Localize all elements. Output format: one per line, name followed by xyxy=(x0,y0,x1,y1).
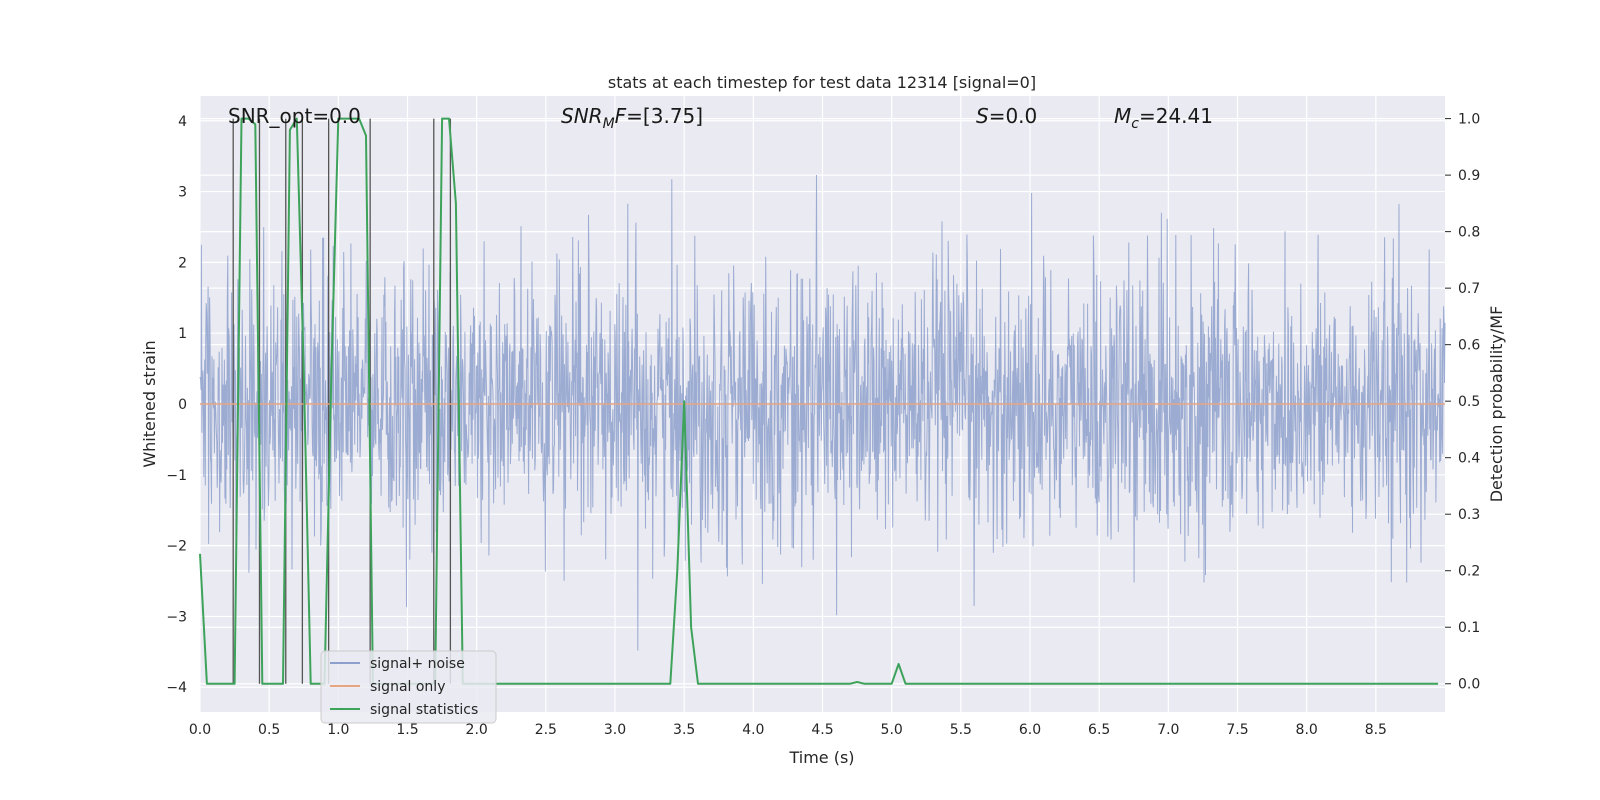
annotation-s: S=0.0 xyxy=(976,104,1037,128)
annotation-snr-mf-name: SNR xyxy=(561,104,603,128)
y-right-tick-label: 0.3 xyxy=(1458,507,1480,523)
legend-label-signal-statistics: signal statistics xyxy=(370,702,478,718)
x-tick-label: 6.5 xyxy=(1088,722,1110,738)
x-tick-label: 5.5 xyxy=(950,722,972,738)
y-right-axis-ticks: 1.0 0.9 0.8 0.7 0.6 0.5 0.4 0.3 0.2 0.1 0.0 xyxy=(1445,112,1480,693)
x-tick-label: 4.0 xyxy=(742,722,764,738)
y-right-tick-label: 0.4 xyxy=(1458,451,1480,467)
y-right-axis-label: Detection probability/MF xyxy=(1487,306,1506,503)
y-left-tick-label: 3 xyxy=(178,185,187,201)
annotation-mc: Mc=24.41 xyxy=(1114,104,1213,132)
legend-box xyxy=(320,650,497,724)
y-right-tick-label: 0.1 xyxy=(1458,620,1480,636)
legend-label-signal-only: signal only xyxy=(370,679,445,695)
y-left-tick-label: −4 xyxy=(166,680,187,696)
x-tick-label: 3.0 xyxy=(604,722,626,738)
legend: signal+ noise signal only signal statist… xyxy=(320,650,497,724)
x-tick-label: 7.0 xyxy=(1157,722,1179,738)
y-right-tick-label: 0.0 xyxy=(1458,677,1480,693)
annotation-snr-mf-f: F xyxy=(615,104,627,128)
x-tick-label: 4.5 xyxy=(811,722,833,738)
y-left-axis-ticks: 4 3 2 1 0 −1 −2 −3 −4 xyxy=(166,114,187,696)
annotation-snr-mf-sub: M xyxy=(603,116,615,132)
x-tick-label: 3.5 xyxy=(673,722,695,738)
x-tick-label: 8.0 xyxy=(1296,722,1318,738)
annotation-snr-mf: SNRMF=[3.75] xyxy=(561,104,703,132)
annotation-s-value: =0.0 xyxy=(989,104,1038,128)
annotation-s-name: S xyxy=(976,104,989,128)
x-tick-label: 1.5 xyxy=(396,722,418,738)
y-left-tick-label: 1 xyxy=(178,326,187,342)
x-axis-label: Time (s) xyxy=(788,748,854,767)
series-signal-noise xyxy=(199,174,1446,651)
y-left-tick-label: 0 xyxy=(178,397,187,413)
x-tick-label: 6.0 xyxy=(1019,722,1041,738)
legend-label-signal-noise: signal+ noise xyxy=(370,656,465,672)
y-left-tick-label: 4 xyxy=(178,114,187,130)
y-left-tick-label: −1 xyxy=(166,468,187,484)
y-right-tick-label: 0.5 xyxy=(1458,394,1480,410)
annotation-snr-mf-value: =[3.75] xyxy=(626,104,703,128)
annotations: SNR_opt=0.0 SNRMF=[3.75] S=0.0 Mc=24.41 xyxy=(228,104,1213,132)
noise-line xyxy=(199,174,1446,651)
y-left-tick-label: −3 xyxy=(166,609,187,625)
y-right-tick-label: 1.0 xyxy=(1458,112,1480,128)
annotation-mc-sub: c xyxy=(1131,116,1139,132)
annotation-mc-name: M xyxy=(1114,104,1131,128)
x-tick-label: 0.5 xyxy=(258,722,280,738)
y-right-tick-label: 0.6 xyxy=(1458,338,1480,354)
x-tick-label: 2.0 xyxy=(466,722,488,738)
annotation-snr-opt: SNR_opt=0.0 xyxy=(228,104,361,128)
annotation-mc-value: =24.41 xyxy=(1139,104,1213,128)
x-tick-label: 0.0 xyxy=(189,722,211,738)
y-right-tick-label: 0.8 xyxy=(1458,225,1480,241)
chart-title: stats at each timestep for test data 123… xyxy=(608,73,1036,92)
y-left-tick-label: −2 xyxy=(166,539,187,555)
x-tick-label: 2.5 xyxy=(535,722,557,738)
y-right-tick-label: 0.2 xyxy=(1458,564,1480,580)
x-axis-ticks: 0.0 0.5 1.0 1.5 2.0 2.5 3.0 3.5 4.0 4.5 5.0 5.5 6.0 6… xyxy=(189,722,1387,738)
x-tick-label: 8.5 xyxy=(1365,722,1387,738)
x-tick-label: 7.5 xyxy=(1226,722,1248,738)
x-tick-label: 5.0 xyxy=(881,722,903,738)
y-left-axis-label: Whitened strain xyxy=(140,340,159,467)
y-left-tick-label: 2 xyxy=(178,255,187,271)
y-right-tick-label: 0.7 xyxy=(1458,281,1480,297)
y-right-tick-label: 0.9 xyxy=(1458,168,1480,184)
x-tick-label: 1.0 xyxy=(327,722,349,738)
